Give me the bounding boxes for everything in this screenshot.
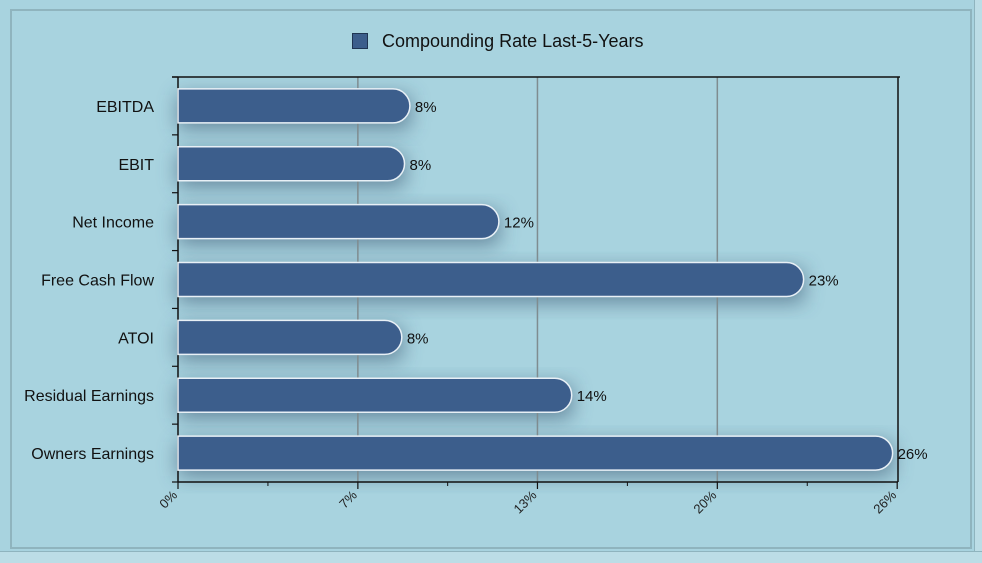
- category-label: Owners Earnings: [31, 446, 154, 463]
- data-label: 12%: [504, 215, 534, 232]
- data-label: 8%: [410, 157, 432, 174]
- category-label: EBITDA: [96, 99, 154, 116]
- bar: [177, 88, 411, 124]
- data-label: 14%: [577, 388, 607, 405]
- legend-swatch: [352, 33, 368, 49]
- data-label: 26%: [898, 446, 928, 463]
- labels: 0% 7% 13% 20% 26% 8% EBITDA 8% EBIT 12% Net Income…: [24, 99, 927, 517]
- x-tick-label: 26%: [870, 487, 899, 516]
- x-tick-label: 0%: [156, 487, 180, 511]
- x-tick-label: 7%: [336, 487, 360, 511]
- bars: [177, 88, 894, 471]
- bar: [177, 435, 894, 471]
- x-tick-label: 13%: [511, 487, 540, 516]
- category-label: ATOI: [118, 330, 154, 347]
- bar: [177, 146, 406, 182]
- bar: [177, 203, 500, 240]
- category-label: Net Income: [72, 215, 154, 232]
- category-label: EBIT: [118, 157, 154, 174]
- data-label: 8%: [407, 330, 429, 347]
- legend: Compounding Rate Last-5-Years: [352, 30, 644, 52]
- x-tick-label: 20%: [690, 487, 719, 516]
- bar: [177, 319, 403, 356]
- bar: [177, 377, 573, 413]
- right-edge-strip: [974, 0, 982, 562]
- category-label: Free Cash Flow: [41, 273, 154, 290]
- data-label: 23%: [809, 273, 839, 290]
- legend-label: Compounding Rate Last-5-Years: [382, 30, 644, 51]
- data-label: 8%: [415, 99, 437, 116]
- bottom-edge-strip: [0, 551, 982, 563]
- bar: [177, 261, 805, 298]
- category-label: Residual Earnings: [24, 388, 154, 405]
